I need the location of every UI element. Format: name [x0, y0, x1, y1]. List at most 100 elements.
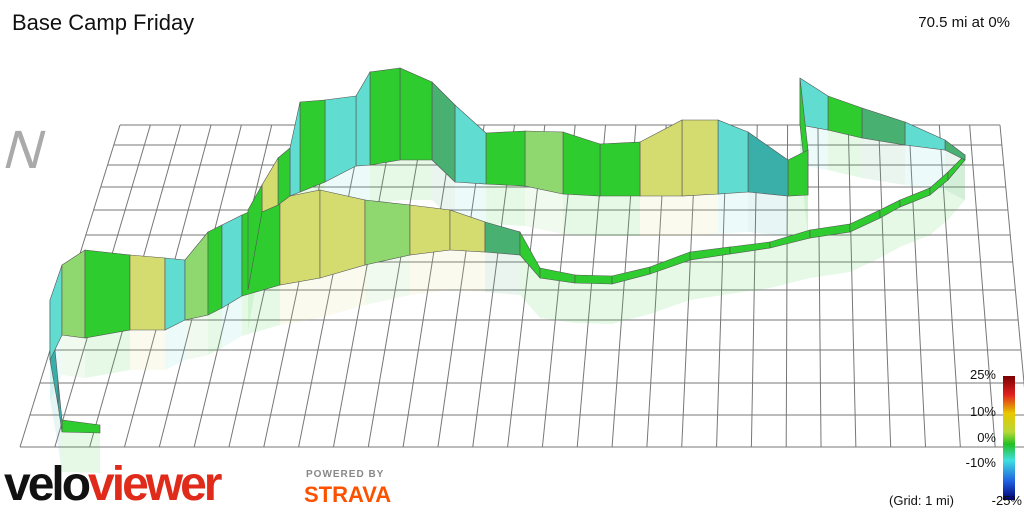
shadow-segment — [575, 283, 612, 324]
legend-label: -10% — [966, 455, 997, 470]
legend-label: 0% — [977, 430, 996, 445]
ribbon-segment — [289, 101, 301, 197]
ribbon-segment — [261, 156, 279, 213]
shadow-segment — [356, 165, 370, 206]
ribbon-segment — [277, 147, 291, 206]
shadow-segment — [905, 145, 945, 190]
grid-line — [908, 124, 927, 448]
shadow-segment — [563, 194, 600, 236]
ribbon-segment — [484, 221, 521, 256]
ribbon-segment — [787, 149, 809, 197]
summary: 70.5 mi at 0% — [918, 14, 1010, 31]
ribbon-segment — [299, 99, 326, 193]
shadow-segment — [828, 130, 862, 178]
shadow-segment — [862, 138, 905, 185]
shadow-segment — [50, 360, 58, 445]
title: Base Camp Friday — [12, 10, 194, 35]
grid-line — [298, 124, 364, 448]
shadow-segment — [930, 180, 948, 235]
grid-note: (Grid: 1 mi) — [889, 493, 954, 508]
shadow-segment — [450, 250, 485, 292]
grid-line — [999, 124, 1024, 388]
shadow-segment — [455, 182, 486, 224]
ribbon-segment — [599, 141, 641, 197]
legend-label: -25% — [992, 493, 1023, 508]
shadow-segment — [486, 184, 525, 226]
ribbon-segment — [184, 231, 209, 321]
shadow-segment — [85, 330, 130, 378]
shadow-segment — [520, 255, 540, 318]
ribbon-segment — [562, 131, 601, 197]
grid-line — [367, 124, 424, 448]
shadow-segment — [850, 218, 880, 272]
ribbon-segment — [364, 199, 411, 266]
ribbon-segment — [221, 214, 243, 309]
shadow-segment — [650, 260, 690, 314]
grid-line — [332, 124, 394, 448]
legend-label: 10% — [970, 404, 996, 419]
grid-line — [969, 124, 996, 448]
shadow-segment — [370, 160, 400, 205]
shadow-segment — [540, 278, 575, 323]
ribbon-segment — [355, 70, 371, 167]
strava-logo: STRAVA — [304, 482, 391, 507]
ribbon-segment — [747, 131, 789, 197]
grid-line — [878, 124, 892, 448]
shadow-segment — [880, 207, 900, 258]
ribbon-segment — [681, 119, 719, 197]
ribbon-segment — [717, 119, 749, 195]
route-shadow — [50, 125, 965, 473]
shadow-segment — [640, 196, 682, 236]
grid-line — [847, 124, 857, 448]
compass: N — [0, 119, 53, 180]
ribbon-segment — [574, 274, 613, 285]
ribbon-segment — [319, 189, 366, 279]
shadow-segment — [748, 192, 788, 236]
ribbon-segment — [207, 224, 223, 316]
shadow-segment — [365, 255, 410, 305]
ribbon-segment — [279, 189, 321, 286]
shadow-segment — [730, 248, 770, 294]
ribbon-segment — [485, 130, 526, 187]
ribbon-segment — [61, 249, 86, 339]
shadow-segment — [432, 160, 455, 222]
shadow-segment — [165, 320, 185, 370]
shadow-segment — [62, 432, 100, 473]
shadow-segment — [900, 195, 930, 247]
ribbon-segment — [524, 130, 564, 195]
ribbon-segment — [639, 119, 683, 197]
ribbon-segment — [247, 183, 263, 291]
shadow-segment — [682, 194, 718, 236]
shadow-segment — [400, 160, 432, 200]
shadow-segment — [208, 308, 222, 355]
shadow-segment — [770, 238, 810, 288]
shadow-segment — [130, 330, 165, 370]
grid-line — [402, 124, 455, 448]
shadow-segment — [410, 250, 450, 295]
ribbon-segment — [84, 249, 131, 339]
shadow-segment — [185, 315, 208, 360]
shadow-segment — [62, 335, 85, 378]
logo-velo: velo — [4, 458, 90, 511]
shadow-segment — [718, 192, 748, 234]
shadow-segment — [788, 195, 808, 236]
logo: veloviewer — [4, 458, 222, 511]
shadow-segment — [58, 405, 62, 472]
shadow-segment — [280, 278, 320, 325]
shadow-segment — [612, 274, 650, 324]
shadow-segment — [320, 265, 365, 318]
route-ribbon — [49, 67, 966, 434]
grid-line — [817, 124, 822, 448]
shadow-segment — [485, 252, 520, 295]
ribbon-segment — [399, 67, 433, 161]
logo-viewer: viewer — [88, 458, 222, 511]
ribbon-segment — [61, 419, 101, 434]
shadow-segment — [810, 232, 850, 278]
powered-by: POWERED BY — [306, 469, 384, 480]
ribbon-segment — [409, 204, 451, 256]
ribbon-segment — [369, 67, 401, 166]
gradient-scale — [1003, 376, 1015, 500]
ribbon-segment — [164, 257, 186, 331]
